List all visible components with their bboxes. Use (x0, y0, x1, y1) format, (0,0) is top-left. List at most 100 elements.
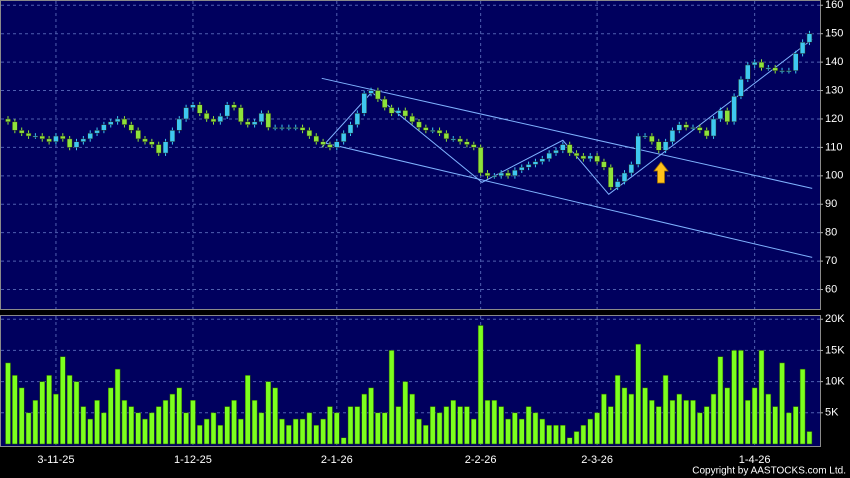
y-tick-label: 140 (825, 56, 843, 68)
candle-body (423, 127, 429, 131)
candle-body (224, 104, 230, 117)
volume-bar (251, 400, 258, 445)
volume-bar (73, 381, 80, 445)
volume-bar (697, 412, 703, 445)
volume-bar (635, 343, 641, 445)
trend-line (321, 141, 813, 258)
volume-bar (573, 431, 580, 445)
y-tick-label: 15K (825, 344, 845, 356)
volume-bar (765, 393, 772, 445)
volume-bar (368, 387, 374, 445)
volume-bar (464, 406, 470, 445)
volume-bar (60, 356, 66, 445)
x-tick-label: 3-11-25 (37, 454, 74, 466)
candle-body (169, 130, 176, 142)
candle-body (190, 104, 196, 108)
candle-body (388, 107, 395, 114)
volume-bar (758, 350, 765, 445)
candle-body (347, 124, 354, 134)
volume-bar (505, 418, 511, 445)
candle-body (758, 61, 765, 69)
candle-body (128, 124, 135, 131)
candle-body (656, 141, 662, 151)
volume-bar (149, 412, 155, 445)
volume-bar (443, 406, 450, 445)
volume-bar (238, 418, 244, 445)
y-tick-label: 10K (825, 376, 845, 388)
candle-body (183, 107, 189, 120)
volume-bar (566, 437, 573, 445)
candle-body (416, 121, 422, 128)
volume-bar (354, 406, 361, 445)
volume-bar (39, 381, 45, 445)
candle-body (176, 118, 182, 131)
candle-body (265, 113, 272, 128)
candle-body (395, 110, 402, 114)
volume-bar (190, 400, 196, 445)
candle-body (608, 167, 614, 188)
candle-body (142, 138, 148, 142)
candle-body (135, 130, 141, 140)
volume-bar (594, 412, 600, 445)
candle-body (217, 115, 224, 123)
candle-body (320, 141, 326, 145)
volume-bar (799, 368, 806, 445)
candle-body (642, 135, 648, 138)
volume-bar (402, 381, 409, 445)
volume-bar (429, 406, 436, 445)
candle-body (46, 138, 52, 142)
volume-bar (155, 406, 162, 445)
candle-body (710, 118, 717, 137)
candle-body (361, 93, 367, 114)
candle-body (553, 149, 559, 154)
volume-bar (608, 406, 614, 445)
y-tick-label: 80 (825, 227, 837, 239)
volume-bar (101, 412, 107, 445)
volume-bar (361, 393, 367, 445)
volume-bar (580, 425, 587, 445)
candle-body (39, 135, 45, 140)
candle-body (32, 135, 39, 138)
volume-bar (5, 362, 11, 445)
y-tick-label: 5K (825, 407, 839, 419)
candle-body (717, 110, 724, 120)
candle-body (751, 61, 758, 66)
candle-body (580, 155, 587, 160)
volume-bar (135, 412, 141, 445)
volume-bar (484, 400, 491, 445)
trend-line (321, 77, 813, 189)
candle-body (471, 144, 477, 148)
candle-body (724, 110, 730, 123)
candle-body (786, 70, 792, 73)
volume-bar (334, 412, 340, 445)
candle-body (354, 113, 361, 125)
volume-bar (491, 400, 498, 445)
volume-bar (245, 375, 251, 445)
candle-body (80, 138, 87, 142)
volume-bar (683, 400, 689, 445)
candle-body (375, 90, 381, 100)
candle-body (149, 141, 155, 145)
candle-body (340, 132, 347, 142)
volume-bar (25, 412, 32, 445)
candle-body (669, 130, 676, 142)
volume-bar (286, 425, 292, 445)
candle-body (745, 64, 751, 80)
candle-body (60, 135, 66, 140)
volume-bar (12, 375, 18, 445)
volume-bar (471, 418, 477, 445)
copyright: Copyright by AASTOCKS.com Ltd. (692, 466, 846, 477)
volume-bar (656, 406, 662, 445)
candle-body (121, 118, 128, 125)
candle-body (498, 172, 504, 177)
volume-bar (210, 412, 217, 445)
volume-bar (94, 400, 100, 445)
candle-body (66, 138, 73, 148)
volume-bar (806, 431, 813, 445)
candle-body (436, 130, 443, 134)
volume-bar (621, 387, 628, 445)
volume-bar (553, 425, 559, 445)
candle-body (793, 53, 799, 71)
volume-bar (169, 393, 176, 445)
volume-bar (292, 418, 299, 445)
